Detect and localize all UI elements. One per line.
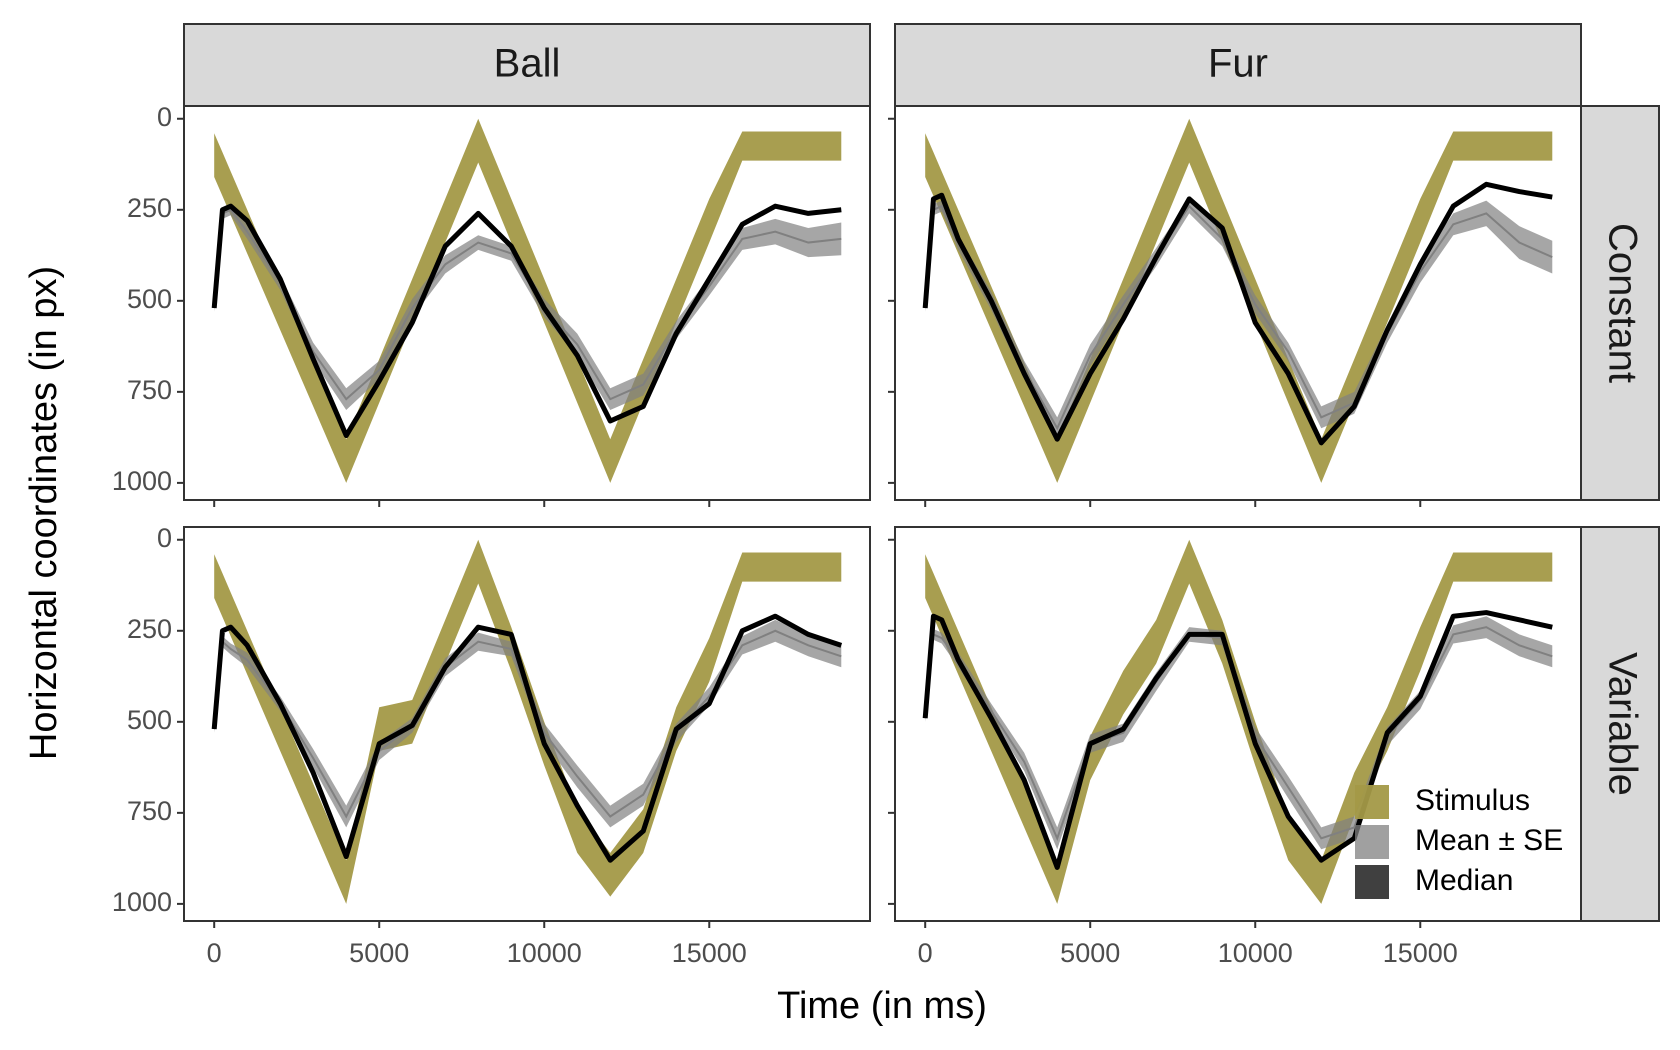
- y-tick-label: 500: [127, 705, 172, 735]
- y-tick-label: 750: [127, 796, 172, 826]
- column-strip: [183, 23, 871, 107]
- y-tick-label: 1000: [112, 887, 172, 917]
- median-line: [211, 613, 843, 863]
- panel-background: [895, 106, 1581, 500]
- mean-se-ribbon: [925, 198, 1553, 440]
- column-strip-label: Fur: [1208, 42, 1268, 86]
- panel-background: [184, 106, 870, 500]
- row-strip: [1580, 105, 1660, 501]
- y-tick-label: 750: [127, 375, 172, 405]
- x-tick-label: 0: [918, 938, 933, 968]
- panel: [922, 539, 1553, 904]
- y-axis-title: Horizontal coordinates (in px): [23, 266, 65, 760]
- panel-background: [895, 527, 1581, 921]
- row-strip-label: Constant: [1600, 223, 1644, 383]
- legend-label: Mean ± SE: [1415, 824, 1563, 857]
- legend-label: Stimulus: [1415, 784, 1530, 817]
- x-tick-label: 15000: [1383, 938, 1458, 968]
- y-tick-label: 250: [127, 193, 172, 223]
- legend-label: Median: [1415, 864, 1513, 897]
- x-tick-label: 0: [207, 938, 222, 968]
- panel-border: [894, 526, 1582, 922]
- panel-border: [183, 526, 871, 922]
- legend-key: [1355, 785, 1389, 819]
- mean-line: [213, 208, 842, 401]
- stimulus-ribbon: [214, 539, 842, 904]
- x-tick-label: 5000: [1060, 938, 1120, 968]
- legend-key: [1355, 865, 1389, 899]
- y-tick-label: 0: [157, 102, 172, 132]
- panel: [211, 539, 843, 904]
- stimulus-ribbon: [925, 539, 1553, 904]
- median-line: [922, 610, 1553, 870]
- y-tick-label: 250: [127, 614, 172, 644]
- y-tick-label: 500: [127, 284, 172, 314]
- x-tick-label: 10000: [1218, 938, 1293, 968]
- y-tick-label: 1000: [112, 466, 172, 496]
- y-tick-label: 0: [157, 523, 172, 553]
- panel: [211, 118, 842, 483]
- row-strip-label: Variable: [1600, 652, 1644, 796]
- median-line: [211, 203, 842, 439]
- row-strip: [1580, 526, 1660, 922]
- panel-background: [184, 527, 870, 921]
- x-tick-label: 10000: [507, 938, 582, 968]
- median-line: [922, 181, 1553, 446]
- panel-border: [183, 105, 871, 501]
- column-strip-label: Ball: [494, 42, 561, 86]
- x-tick-label: 15000: [672, 938, 747, 968]
- x-axis-title: Time (in ms): [777, 985, 987, 1027]
- mean-se-ribbon: [214, 204, 842, 411]
- x-tick-label: 5000: [349, 938, 409, 968]
- panel-border: [894, 105, 1582, 501]
- mean-se-ribbon: [925, 616, 1553, 850]
- legend-key: [1355, 825, 1389, 859]
- column-strip: [894, 23, 1582, 107]
- panel: [922, 118, 1553, 483]
